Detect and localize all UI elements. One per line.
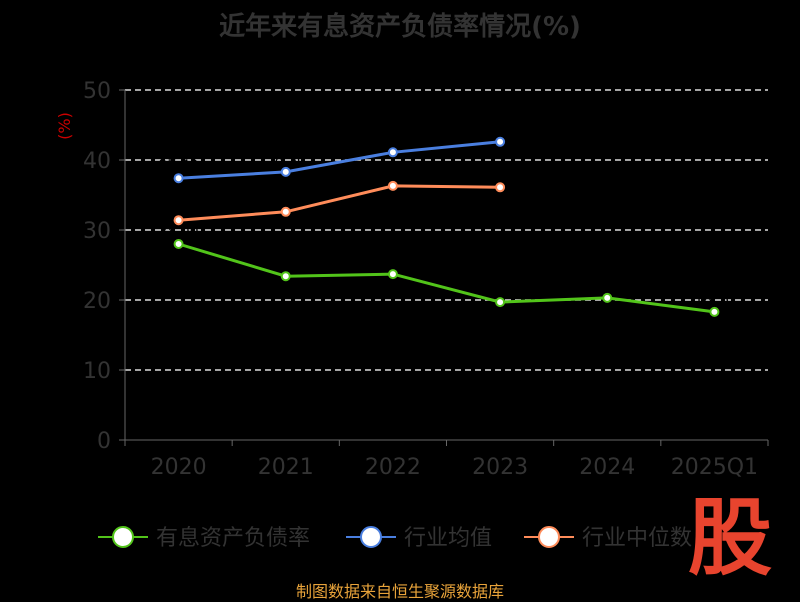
- legend-marker: [360, 526, 382, 548]
- data-label: 42.60: [480, 122, 520, 138]
- data-label: 23.40: [266, 256, 306, 272]
- chart-title: 近年来有息资产负债率情况(%): [219, 12, 581, 42]
- data-point: [495, 182, 506, 193]
- x-tick-label: 2024: [579, 455, 635, 480]
- legend-label: 行业均值: [404, 526, 492, 551]
- y-tick-label: 0: [97, 429, 111, 454]
- data-label: 37.40: [159, 158, 199, 174]
- source-note: 制图数据来自恒生聚源数据库: [295, 582, 504, 601]
- legend-marker: [112, 526, 134, 548]
- data-point: [495, 136, 506, 147]
- data-label: 31.40: [159, 200, 199, 216]
- data-point: [387, 269, 398, 280]
- data-point: [280, 206, 291, 217]
- data-label: 18.30: [694, 292, 734, 308]
- y-tick-label: 40: [83, 149, 111, 174]
- y-tick-label: 30: [83, 219, 111, 244]
- series-line-1: [178, 140, 501, 180]
- data-label: 38.30: [266, 152, 306, 168]
- data-label: 19.70: [480, 282, 520, 298]
- legend-label: 有息资产负债率: [156, 526, 310, 551]
- data-point: [280, 166, 291, 177]
- data-label: 32.60: [266, 192, 306, 208]
- data-point: [709, 306, 720, 317]
- legend-marker: [538, 526, 560, 548]
- data-point: [173, 173, 184, 184]
- data-label: 20.30: [587, 278, 627, 294]
- y-tick-label: 10: [83, 359, 111, 384]
- y-tick-label: 20: [83, 289, 111, 314]
- data-label: 23.70: [373, 254, 413, 270]
- data-point: [602, 292, 613, 303]
- data-point: [387, 180, 398, 191]
- y-tick-label: 50: [83, 79, 111, 104]
- data-point: [387, 147, 398, 158]
- y-axis-label: (%): [55, 112, 74, 140]
- x-tick-label: 2025Q1: [671, 455, 758, 480]
- x-tick-label: 2021: [258, 455, 314, 480]
- data-point: [280, 271, 291, 282]
- x-tick-label: 2020: [151, 455, 207, 480]
- data-label: 41.10: [373, 132, 413, 148]
- data-label: 28.00: [159, 224, 199, 240]
- series-line-0: [178, 242, 715, 314]
- x-tick-label: 2023: [472, 455, 528, 480]
- data-label: 36.10: [480, 167, 520, 183]
- data-point: [173, 239, 184, 249]
- x-tick-label: 2022: [365, 455, 421, 480]
- data-point: [173, 215, 184, 226]
- data-point: [495, 297, 506, 308]
- series-line-2: [178, 184, 501, 222]
- data-label: 36.30: [373, 166, 413, 182]
- logo: 股: [688, 489, 773, 587]
- legend-label: 行业中位数: [582, 526, 692, 551]
